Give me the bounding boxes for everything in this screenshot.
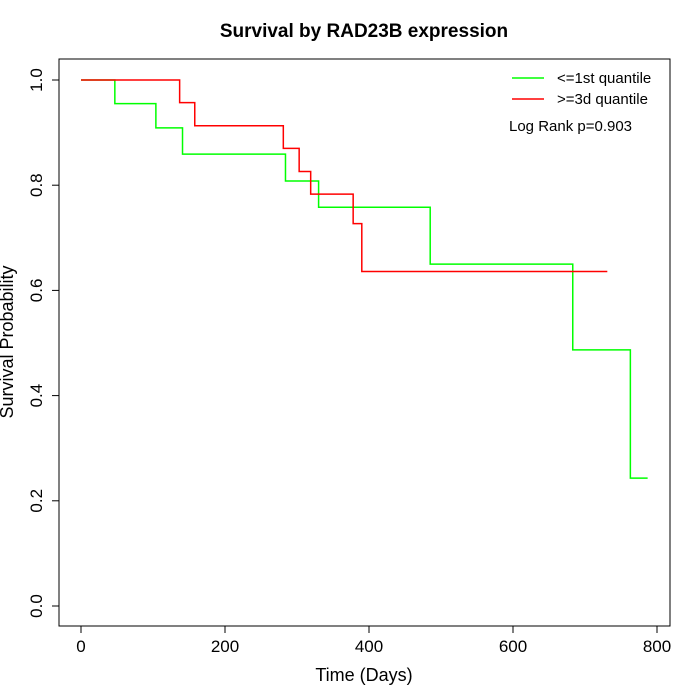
y-tick-label: 0.4 [27,384,46,408]
x-tick-label: 0 [76,637,85,656]
legend-label: <=1st quantile [557,70,651,87]
series-line-2 [81,79,608,273]
y-axis-label: Survival Probability [0,265,17,418]
y-tick-label: 1.0 [27,68,46,92]
legend: <=1st quantile >=3d quantile [512,70,651,108]
x-tick-label: 600 [499,637,527,656]
chart-title: Survival by RAD23B expression [220,21,508,42]
y-tick-label: 0.6 [27,279,46,303]
y-tick-label: 0.2 [27,489,46,513]
x-axis-label: Time (Days) [315,665,412,685]
x-tick-label: 800 [643,637,671,656]
plot-frame [58,58,671,627]
axes: 0 200 400 600 800 0.0 0.2 0.4 0.6 0.8 1.0 [27,68,671,656]
log-rank-annotation: Log Rank p=0.903 [509,118,632,135]
x-tick-label: 200 [211,637,239,656]
series-line-1 [81,79,648,479]
legend-label: >=3d quantile [557,91,648,108]
series-layer [81,79,648,479]
x-tick-label: 400 [355,637,383,656]
y-tick-label: 0.8 [27,173,46,197]
y-tick-label: 0.0 [27,594,46,618]
